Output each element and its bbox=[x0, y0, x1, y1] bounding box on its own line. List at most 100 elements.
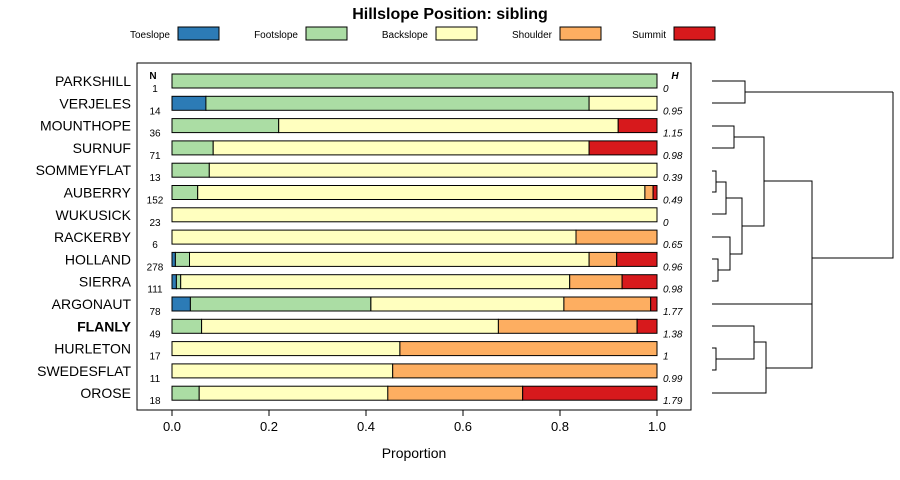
bar-segment-footslope bbox=[171, 185, 199, 200]
h-value: 1.77 bbox=[663, 307, 683, 318]
bar-segment-shoulder bbox=[644, 185, 654, 200]
n-value: 23 bbox=[149, 218, 161, 229]
bar-segment-footslope bbox=[171, 118, 280, 134]
bar-segment-summit bbox=[621, 274, 658, 290]
bar-segment-summit bbox=[650, 296, 658, 312]
dendrogram-branch bbox=[712, 236, 731, 271]
bar-row-mounthope: MOUNTHOPE 36 1.15 bbox=[40, 118, 683, 140]
n-header: N bbox=[149, 71, 156, 82]
chart-title: Hillslope Position: sibling bbox=[352, 6, 548, 23]
bar-segment-backslope bbox=[189, 251, 590, 267]
bar-row-sierra: SIERRA 111 0.98 bbox=[79, 274, 683, 296]
h-value: 1.38 bbox=[663, 329, 683, 340]
h-value: 0.95 bbox=[663, 106, 683, 117]
legend-swatch-summit bbox=[673, 26, 716, 41]
bar-row-rackerby: RACKERBY 6 0.65 bbox=[54, 229, 683, 251]
h-value: 0.39 bbox=[663, 173, 683, 184]
bar-segment-summit bbox=[522, 385, 658, 401]
row-label: SIERRA bbox=[79, 274, 132, 290]
h-value: 0 bbox=[663, 218, 669, 229]
bar-row-hurleton: HURLETON 17 1 bbox=[54, 341, 668, 363]
x-axis: 0.0 0.2 0.4 0.6 0.8 1.0 bbox=[163, 410, 666, 434]
row-label: VERJELES bbox=[59, 95, 131, 111]
legend-swatch-shoulder bbox=[559, 26, 602, 41]
row-label: AUBERRY bbox=[64, 185, 132, 201]
bar-segment-backslope bbox=[588, 95, 658, 111]
dendrogram-branch bbox=[712, 325, 755, 360]
row-label: HOLLAND bbox=[65, 251, 131, 267]
dendrogram-branch bbox=[712, 80, 746, 104]
bar-row-verjeles: VERJELES 14 0.95 bbox=[59, 95, 682, 117]
h-header: H bbox=[671, 71, 679, 82]
n-value: 11 bbox=[150, 374, 161, 385]
row-label: SWEDESFLAT bbox=[37, 363, 131, 379]
legend-swatch-footslope bbox=[305, 26, 348, 41]
bar-segment-shoulder bbox=[569, 274, 623, 290]
row-label: ARGONAUT bbox=[52, 296, 132, 312]
bar-rows: PARKSHILL 1 0 VERJELES 14 0.95 MOUNTHOPE 36 1.15… bbox=[36, 73, 683, 407]
h-value: 0 bbox=[663, 84, 669, 95]
bar-segment-backslope bbox=[201, 318, 499, 334]
bar-segment-shoulder bbox=[575, 229, 658, 245]
n-value: 278 bbox=[147, 262, 164, 273]
legend-label-toeslope: Toeslope bbox=[130, 30, 170, 41]
bar-segment-footslope bbox=[205, 95, 590, 111]
row-label: WUKUSICK bbox=[56, 207, 132, 223]
dendrogram-branch bbox=[712, 125, 735, 149]
dendrogram-branch bbox=[712, 303, 813, 369]
bar-row-sommeyflat: SOMMEYFLAT 13 0.39 bbox=[36, 162, 683, 184]
dendrogram-branch bbox=[712, 347, 717, 371]
bar-segment-footslope bbox=[171, 318, 203, 334]
n-value: 71 bbox=[149, 151, 161, 162]
bar-segment-shoulder bbox=[497, 318, 638, 334]
bar-segment-footslope bbox=[171, 140, 214, 156]
bar-row-surnuf: SURNUF 71 0.98 bbox=[73, 140, 683, 162]
bar-segment-footslope bbox=[175, 274, 182, 290]
h-value: 0.98 bbox=[663, 151, 683, 162]
x-axis-title: Proportion bbox=[382, 445, 447, 461]
bar-segment-backslope bbox=[212, 140, 590, 156]
bar-row-flanly: FLANLY 49 1.38 bbox=[77, 318, 683, 340]
n-value: 78 bbox=[149, 307, 161, 318]
bar-segment-summit bbox=[588, 140, 658, 156]
bar-segment-footslope bbox=[189, 296, 372, 312]
bar-row-holland: HOLLAND 278 0.96 bbox=[65, 251, 683, 273]
bar-segment-backslope bbox=[180, 274, 571, 290]
legend-swatch-toeslope bbox=[177, 26, 220, 41]
dendrogram-branch bbox=[712, 170, 717, 193]
bar-row-parkshill: PARKSHILL 1 0 bbox=[55, 73, 669, 95]
bar-segment-shoulder bbox=[588, 251, 618, 267]
bar-segment-backslope bbox=[171, 363, 394, 379]
x-tick-label: 0.4 bbox=[357, 419, 375, 434]
bar-segment-shoulder bbox=[387, 385, 524, 401]
h-value: 1.15 bbox=[663, 129, 683, 140]
bar-segment-toeslope bbox=[171, 251, 176, 267]
h-value: 0.96 bbox=[663, 262, 683, 273]
bar-segment-backslope bbox=[278, 118, 619, 134]
legend-swatch-backslope bbox=[435, 26, 478, 41]
legend-label-backslope: Backslope bbox=[382, 30, 429, 41]
legend-label-footslope: Footslope bbox=[254, 30, 298, 41]
bar-segment-backslope bbox=[370, 296, 565, 312]
n-value: 36 bbox=[149, 129, 161, 140]
bar-segment-toeslope bbox=[171, 274, 177, 290]
row-label: OROSE bbox=[80, 385, 131, 401]
n-value: 6 bbox=[152, 240, 158, 251]
bar-row-auberry: AUBERRY 152 0.49 bbox=[64, 185, 683, 207]
h-value: 0.99 bbox=[663, 374, 683, 385]
bar-segment-shoulder bbox=[392, 363, 658, 379]
bar-segment-summit bbox=[617, 118, 658, 134]
row-label: SOMMEYFLAT bbox=[36, 162, 132, 178]
bar-segment-footslope bbox=[174, 251, 190, 267]
row-label: SURNUF bbox=[73, 140, 131, 156]
row-label: RACKERBY bbox=[54, 229, 132, 245]
bar-segment-summit bbox=[652, 185, 658, 200]
bar-segment-footslope bbox=[171, 73, 658, 89]
x-tick-label: 1.0 bbox=[648, 419, 666, 434]
h-value: 0.65 bbox=[663, 240, 683, 251]
bar-segment-footslope bbox=[171, 385, 200, 401]
x-tick-label: 0.0 bbox=[163, 419, 181, 434]
n-value: 152 bbox=[147, 196, 164, 207]
bar-segment-summit bbox=[636, 318, 658, 334]
